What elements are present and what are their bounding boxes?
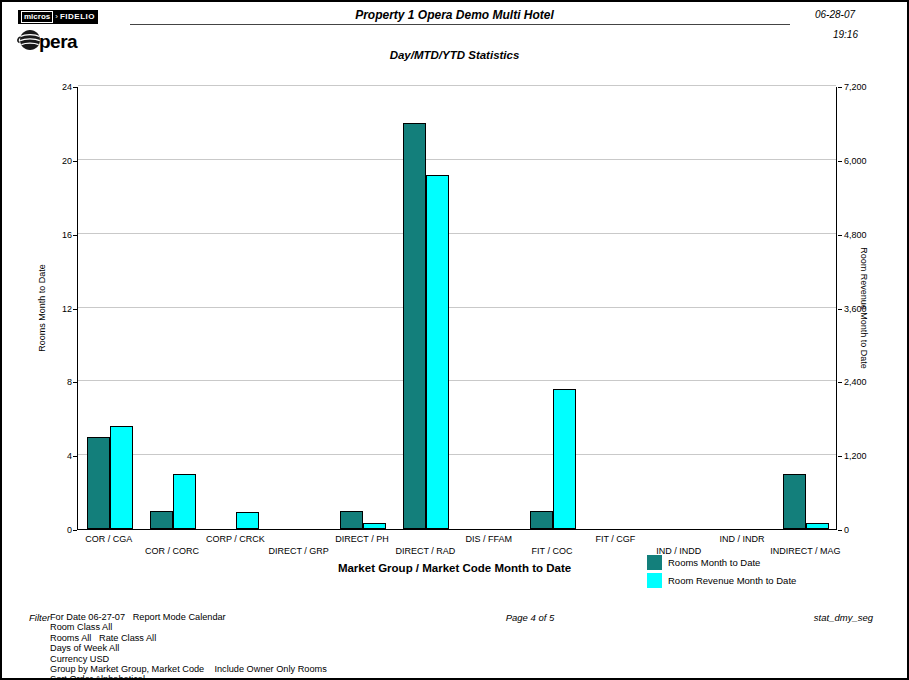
plot-area bbox=[77, 87, 837, 530]
right-axis-tick bbox=[838, 161, 842, 162]
gridline bbox=[78, 85, 836, 86]
right-axis-tick bbox=[838, 309, 842, 310]
gridline bbox=[78, 380, 836, 381]
bar-room-revenue-mtd bbox=[236, 512, 259, 529]
right-axis-tick-label: 6,000 bbox=[844, 156, 890, 166]
bar-rooms-mtd bbox=[783, 474, 806, 529]
category-label: DIRECT / GRP bbox=[234, 546, 364, 556]
filter-line: For Date 06-27-07 Report Mode Calendar bbox=[50, 612, 327, 622]
bar-room-revenue-mtd bbox=[553, 389, 576, 529]
gridline bbox=[78, 159, 836, 160]
category-label: COR / CORC bbox=[107, 546, 237, 556]
left-axis-tick-label: 12 bbox=[30, 304, 72, 314]
left-axis-tick bbox=[73, 382, 77, 383]
header-rule bbox=[130, 24, 790, 25]
bar-rooms-mtd bbox=[530, 511, 553, 529]
category-label: FIT / COC bbox=[487, 546, 617, 556]
filter-line: Group by Market Group, Market Code Inclu… bbox=[50, 664, 327, 674]
right-axis-tick-label: 1,200 bbox=[844, 451, 890, 461]
gridline bbox=[78, 454, 836, 455]
category-label: COR / CGA bbox=[44, 534, 174, 544]
bar-room-revenue-mtd bbox=[806, 523, 829, 529]
filter-line: Sort Order Alphabetical bbox=[50, 674, 327, 680]
bar-rooms-mtd bbox=[150, 511, 173, 529]
filter-line: Days of Week All bbox=[50, 643, 327, 653]
right-axis-tick bbox=[838, 87, 842, 88]
report-page: micros › FIDELIO pera Property 1 Opera D… bbox=[0, 0, 909, 680]
filter-line: Currency USD bbox=[50, 654, 327, 664]
legend-swatch bbox=[647, 555, 662, 570]
legend-label: Room Revenue Month to Date bbox=[668, 575, 796, 586]
chart-legend: Rooms Month to Date Room Revenue Month to… bbox=[647, 553, 796, 589]
left-axis-tick bbox=[73, 161, 77, 162]
right-axis-tick-label: 3,600 bbox=[844, 304, 890, 314]
filter-label: Filter bbox=[29, 612, 50, 623]
report-id: stat_dmy_seg bbox=[814, 612, 873, 623]
left-axis-tick bbox=[73, 456, 77, 457]
bar-rooms-mtd bbox=[403, 123, 426, 529]
right-axis-tick bbox=[838, 530, 842, 531]
left-axis-tick-label: 16 bbox=[30, 230, 72, 240]
gridline bbox=[78, 233, 836, 234]
report-time: 19:16 bbox=[738, 29, 858, 40]
chart-title: Day/MTD/YTD Statistics bbox=[2, 49, 907, 61]
left-axis-tick-label: 20 bbox=[30, 156, 72, 166]
bar-room-revenue-mtd bbox=[426, 175, 449, 529]
left-axis-tick-label: 4 bbox=[30, 451, 72, 461]
left-axis-tick-label: 24 bbox=[30, 82, 72, 92]
left-axis-tick-label: 8 bbox=[30, 377, 72, 387]
legend-swatch bbox=[647, 573, 662, 588]
category-label: IND / INDR bbox=[677, 534, 807, 544]
category-label: FIT / CGF bbox=[550, 534, 680, 544]
right-axis-tick-label: 7,200 bbox=[844, 82, 890, 92]
gridline bbox=[78, 307, 836, 308]
right-axis-tick-label: 4,800 bbox=[844, 230, 890, 240]
category-label: CORP / CRCK bbox=[170, 534, 300, 544]
category-label: DIRECT / PH bbox=[297, 534, 427, 544]
right-axis-tick bbox=[838, 382, 842, 383]
left-axis-tick bbox=[73, 235, 77, 236]
bar-rooms-mtd bbox=[87, 437, 110, 529]
legend-item: Rooms Month to Date bbox=[647, 553, 796, 571]
legend-item: Room Revenue Month to Date bbox=[647, 571, 796, 589]
legend-label: Rooms Month to Date bbox=[668, 557, 760, 568]
bar-room-revenue-mtd bbox=[110, 426, 133, 529]
bar-rooms-mtd bbox=[340, 511, 363, 529]
left-axis-tick bbox=[73, 309, 77, 310]
bar-room-revenue-mtd bbox=[363, 523, 386, 529]
right-axis-tick bbox=[838, 456, 842, 457]
report-date: 06-28-07 bbox=[735, 9, 855, 20]
filter-line: Room Class All bbox=[50, 622, 327, 632]
bar-room-revenue-mtd bbox=[173, 474, 196, 529]
left-axis-tick bbox=[73, 87, 77, 88]
left-axis-tick bbox=[73, 530, 77, 531]
category-label: DIS / FFAM bbox=[424, 534, 554, 544]
filter-line: Rooms All Rate Class All bbox=[50, 633, 327, 643]
right-axis-tick-label: 2,400 bbox=[844, 377, 890, 387]
right-axis-tick bbox=[838, 235, 842, 236]
right-axis-tick-label: 0 bbox=[844, 525, 890, 535]
category-label: DIRECT / RAD bbox=[360, 546, 490, 556]
page-number: Page 4 of 5 bbox=[470, 612, 590, 623]
filter-criteria: For Date 06-27-07 Report Mode CalendarRo… bbox=[50, 612, 327, 680]
